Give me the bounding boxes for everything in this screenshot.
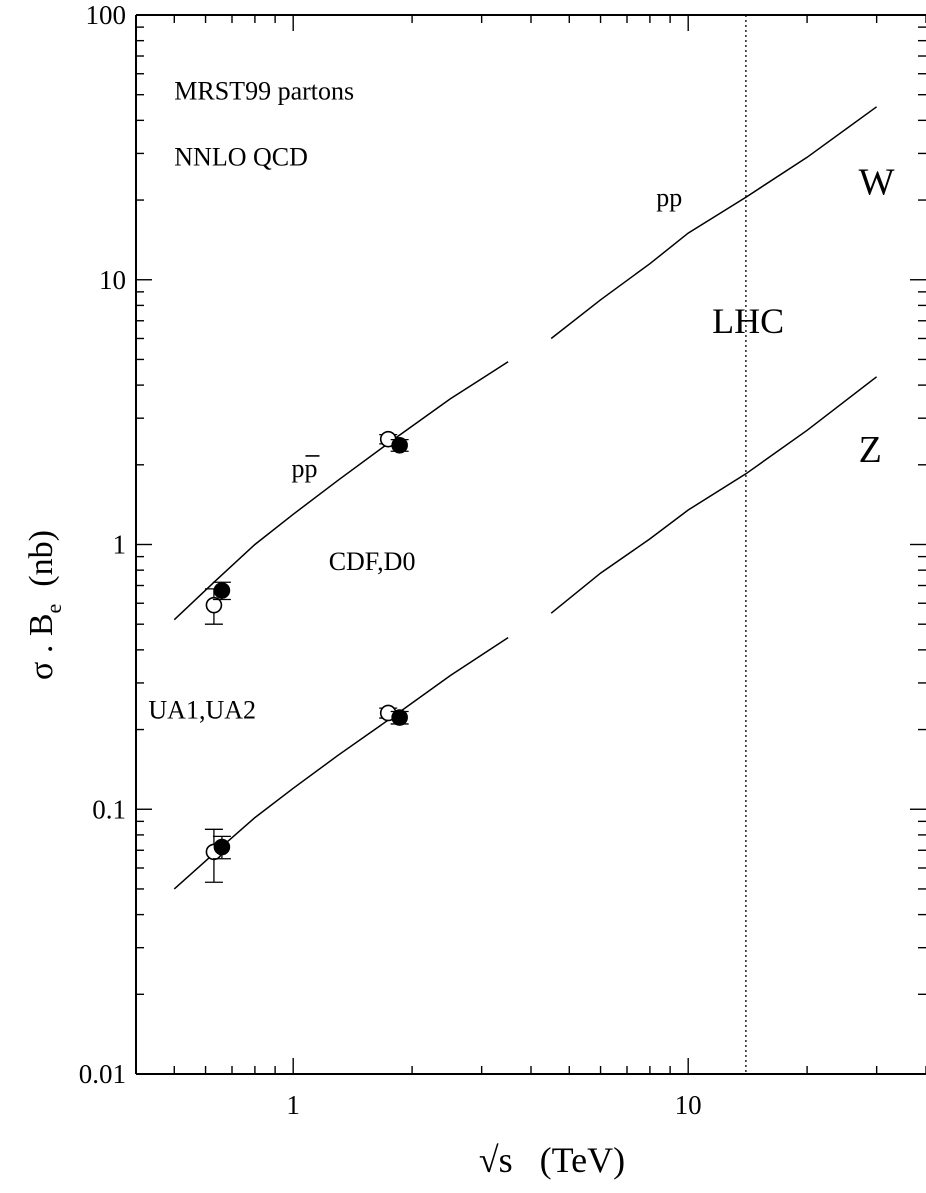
curve-z [551, 377, 876, 613]
data-point-filled [392, 438, 407, 453]
annotation-label: NNLO QCD [174, 143, 308, 172]
x-tick-label: 1 [286, 1090, 300, 1120]
annotation-label: W [859, 161, 895, 203]
ppbar-label-bar: p [304, 454, 317, 483]
y-axis-label-main: σ . B [23, 613, 60, 680]
annotation-label: LHC [712, 301, 784, 341]
data-points [205, 432, 409, 883]
x-axis-label: √s (TeV) [479, 1140, 625, 1180]
ppbar-label: pp [291, 454, 317, 483]
data-point-filled [392, 710, 407, 725]
y-axis-label: σ . Be (nb) [23, 530, 66, 680]
data-point-filled [214, 583, 229, 598]
ppbar-label-base: p [291, 454, 304, 483]
annotation-label: pp [656, 183, 682, 212]
y-tick-label: 0.1 [92, 794, 126, 824]
y-axis-label-unit: (nb) [23, 530, 60, 587]
data-point-filled [214, 840, 229, 855]
y-axis-label-sub: e [41, 604, 66, 614]
y-tick-label: 0.01 [79, 1059, 126, 1089]
theory-curves [174, 107, 876, 889]
y-axis-label-gap [23, 587, 60, 604]
curve-w [174, 362, 508, 620]
annotation-label: Z [859, 429, 882, 471]
x-tick-label: 10 [675, 1090, 702, 1120]
annotation-label: MRST99 partons [174, 76, 354, 105]
y-tick-label: 100 [86, 0, 127, 30]
annotation-label: CDF,D0 [329, 547, 416, 576]
annotation-label: UA1,UA2 [148, 696, 256, 725]
y-tick-label: 1 [113, 530, 127, 560]
y-tick-label: 10 [99, 265, 126, 295]
